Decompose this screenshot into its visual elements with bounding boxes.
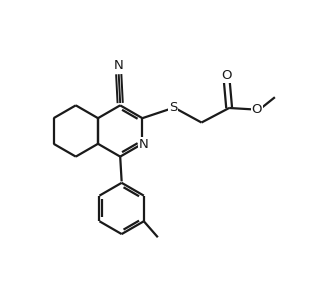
- Text: N: N: [114, 59, 123, 72]
- Text: O: O: [252, 103, 262, 116]
- Text: O: O: [222, 69, 232, 82]
- Text: S: S: [169, 101, 177, 114]
- Text: N: N: [139, 138, 148, 151]
